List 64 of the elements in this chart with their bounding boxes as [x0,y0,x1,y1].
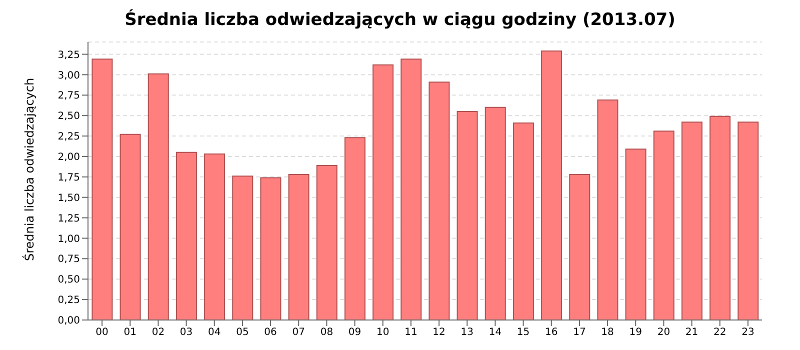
x-tick-label: 09 [348,327,362,338]
bar [316,164,338,320]
x-tick-label: 20 [657,327,670,338]
y-tick-label: 1,75 [58,172,80,184]
y-tick-label: 0,00 [58,316,80,327]
bar [400,58,422,320]
x-tick-label: 01 [124,327,136,338]
bar [372,64,394,320]
x-tick-label: 21 [685,327,698,338]
y-tick-label: 0,50 [58,274,80,286]
bar [484,106,506,320]
bar [204,154,226,320]
bar [597,100,618,320]
bar [569,174,590,320]
y-tick-label: 1,50 [58,192,80,204]
y-tick-label: 1,00 [58,234,80,245]
x-tick-label: 23 [742,327,754,338]
bar [176,152,197,320]
x-tick-label: 17 [573,327,586,338]
chart-title: Średnia liczba odwiedzających w ciągu godziny (2013.07) [124,8,676,32]
x-tick-label: 10 [376,327,390,338]
bar [653,130,674,320]
x-tick-label: 06 [264,327,277,338]
y-tick-label: 3,00 [58,70,80,82]
y-tick-label: 2,25 [58,132,80,143]
bar [148,73,169,320]
y-axis-title: Średnia liczba odwiedzających [21,78,36,261]
bar [681,122,702,320]
x-tick-label: 03 [180,327,193,338]
bar [288,174,310,320]
x-tick-label: 12 [432,327,446,338]
bar [92,58,113,320]
bar [512,122,534,320]
x-tick-label: 05 [236,327,249,338]
y-tick-label: 0,25 [58,295,80,306]
y-tick-label: 0,75 [58,254,80,266]
x-tick-label: 19 [629,327,642,338]
x-tick-label: 16 [545,327,558,338]
bar [344,137,366,320]
x-tick-label: 02 [152,327,165,338]
bar [710,116,731,320]
bar [232,176,254,320]
y-tick-label: 1,25 [58,213,80,224]
y-tick-label: 2,75 [58,90,80,102]
x-tick-label: 14 [488,327,502,338]
x-tick-label: 22 [714,327,726,338]
bar [541,50,562,320]
bar [456,111,478,320]
x-tick-label: 15 [516,327,530,338]
bar [738,122,759,320]
bar [625,148,646,320]
x-tick-label: 07 [292,327,305,338]
y-tick-label: 2,50 [58,111,80,122]
x-tick-label: 08 [320,327,334,338]
y-tick-label: 2,00 [58,152,80,164]
x-tick-label: 00 [96,327,108,338]
x-tick-label: 11 [404,327,418,338]
bar [120,134,141,320]
bar [428,82,450,320]
x-tick-label: 13 [460,327,474,338]
x-tick-label: 18 [601,327,614,338]
x-tick-label: 04 [208,327,221,338]
bar [260,177,282,320]
y-tick-label: 3,25 [58,50,80,61]
